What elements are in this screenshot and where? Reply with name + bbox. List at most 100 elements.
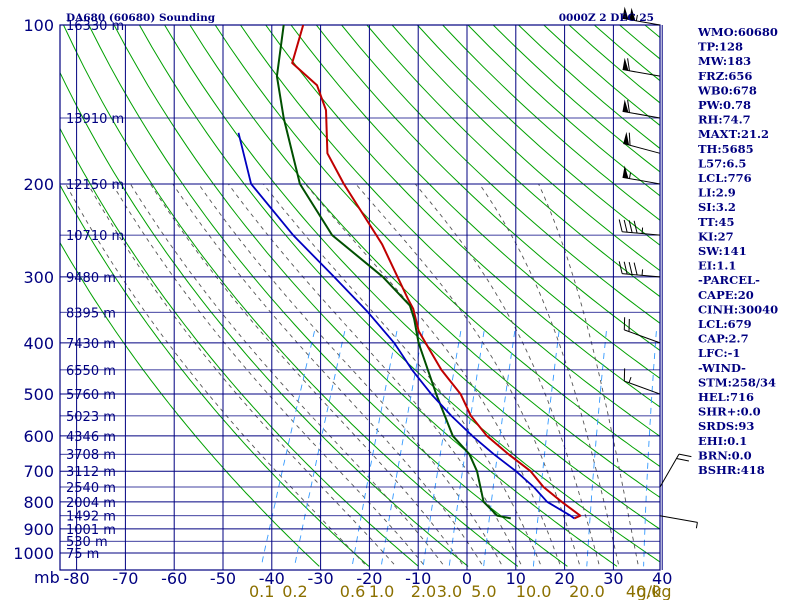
height-label: 530 m (66, 535, 108, 550)
wind-barb (622, 165, 661, 185)
wind-barb (623, 317, 661, 344)
mixing-ratio-line (380, 331, 424, 567)
dry-adiabat-line (568, 25, 660, 104)
mixing-ratio-line (532, 331, 560, 567)
dry-adiabat-line (63, 25, 519, 567)
index-entry: LFC:-1 (698, 346, 740, 360)
index-entry: TT:45 (698, 215, 735, 229)
temperature-tick-label: -30 (308, 569, 334, 588)
temperature-trace (291, 25, 582, 520)
wind-barb (622, 57, 661, 77)
dry-adiabat-line (214, 25, 660, 468)
moist-adiabat-line (111, 183, 424, 565)
dry-adiabat-line (417, 25, 660, 246)
index-entry: EHI:0.1 (698, 434, 747, 448)
index-entry: -PARCEL- (698, 273, 760, 287)
index-entry: LCL:776 (698, 171, 752, 185)
mixing-ratio-tick-label: 0.1 (249, 582, 274, 600)
dewpoint-trace (275, 25, 511, 520)
mixing-ratio-line (351, 331, 398, 567)
moist-adiabat-line (65, 183, 366, 565)
height-label: 5760 m (66, 388, 116, 403)
wind-barb (622, 6, 661, 26)
temperature-tick-label: -10 (405, 569, 431, 588)
wind-barb (618, 219, 661, 236)
mixing-ratio-tick-label: 0.6 (340, 582, 365, 600)
plot-border (59, 24, 661, 571)
height-label: 7430 m (66, 337, 116, 352)
mixing-ratio-tick-label: 1.0 (369, 582, 394, 600)
mixing-ratio-tick-label: 5.0 (471, 582, 496, 600)
moist-adiabat-line (414, 183, 600, 565)
moist-adiabat-line (198, 183, 502, 565)
index-entry: KI:27 (698, 229, 734, 243)
index-entry: SI:3.2 (698, 200, 736, 214)
wind-barb (618, 261, 661, 278)
moist-adiabat-line (87, 183, 395, 565)
mixing-ratio-line (643, 331, 657, 567)
index-entry: CAP:2.7 (698, 332, 749, 346)
pressure-tick-label: 800 (23, 493, 54, 512)
height-label: 1001 m (66, 523, 116, 538)
height-label: 1492 m (66, 510, 116, 525)
parcel-trace (237, 132, 575, 520)
index-entry: WB0:678 (697, 83, 757, 97)
stability-indices-panel: WMO:60680TP:128MW:183FRZ:656WB0:678PW:0.… (697, 25, 778, 477)
mixing-ratio-line (260, 330, 315, 567)
height-label: 16330 m (66, 19, 124, 34)
pressure-unit-label: mb (34, 568, 60, 587)
temperature-tick-label: -70 (112, 569, 138, 588)
moist-adiabat-line (479, 183, 619, 565)
temperature-tick-label: 0 (462, 569, 472, 588)
mixing-ratio-unit-label: g/kg (637, 582, 672, 600)
mixing-ratio-tick-label: 2.0 (411, 582, 436, 600)
mixing-ratio-line (483, 331, 516, 567)
mixing-ratio-tick-label: 0.2 (282, 582, 307, 600)
dry-adiabat-line (240, 25, 660, 438)
dry-adiabat-line (746, 25, 800, 566)
dry-adiabat-line (391, 25, 660, 272)
pressure-tick-label: 700 (23, 462, 54, 481)
index-entry: EI:1.1 (698, 259, 736, 273)
moist-adiabat-line (355, 183, 580, 565)
wind-barb (623, 368, 661, 395)
index-entry: BSHR:418 (698, 463, 765, 477)
index-entry: L57:6.5 (698, 156, 746, 170)
index-entry: SHR+:0.0 (698, 405, 761, 419)
sounding-traces (237, 25, 582, 520)
dry-adiabat-line (315, 25, 660, 352)
dry-adiabat-line (290, 25, 660, 380)
temperature-tick-label: 40 (652, 569, 672, 588)
mixing-ratio-tick-label: 10.0 (516, 582, 552, 600)
height-label: 6550 m (66, 364, 116, 379)
pressure-tick-label: 400 (23, 334, 54, 353)
index-entry: WMO:60680 (697, 25, 778, 39)
index-entry: CAPE:20 (698, 288, 754, 302)
index-entry: SW:141 (698, 244, 747, 258)
wind-barb (623, 131, 661, 154)
temperature-tick-label: -50 (210, 569, 236, 588)
pressure-tick-label: 1000 (13, 544, 54, 563)
index-entry: -WIND- (698, 361, 746, 375)
height-label: 3112 m (66, 465, 116, 480)
background-grid (60, 25, 800, 567)
temperature-tick-label: 20 (554, 569, 574, 588)
temperature-tick-label: -40 (259, 569, 285, 588)
mixing-ratio-tick-label: 40.0 (626, 582, 662, 600)
mixing-ratio-line (586, 331, 607, 567)
temperature-tick-label: 30 (603, 569, 623, 588)
pressure-tick-label: 300 (23, 268, 54, 287)
height-label: 10710 m (66, 229, 124, 244)
index-entry: PW:0.78 (698, 98, 751, 112)
height-label: 2540 m (66, 481, 116, 496)
height-label: 2004 m (66, 496, 116, 511)
index-entry: LCL:679 (698, 317, 752, 331)
temperature-tick-label: -20 (356, 569, 382, 588)
temperature-tick-label: -60 (161, 569, 187, 588)
pressure-tick-label: 500 (23, 385, 54, 404)
temperature-tick-label: 10 (506, 569, 526, 588)
pressure-tick-label: 900 (23, 520, 54, 539)
index-entry: FRZ:656 (698, 69, 752, 83)
dry-adiabat-line (265, 25, 660, 408)
